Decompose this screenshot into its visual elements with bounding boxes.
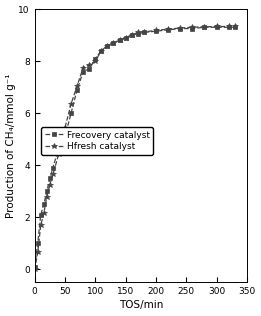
- Frecovery catalyst: [118, 39, 121, 42]
- Hfresh catalyst: [48, 183, 51, 187]
- Hfresh catalyst: [130, 33, 133, 37]
- Hfresh catalyst: [88, 63, 91, 67]
- Frecovery catalyst: [112, 41, 115, 45]
- Frecovery catalyst: [179, 27, 182, 30]
- Line: Frecovery catalyst: Frecovery catalyst: [33, 25, 237, 269]
- Hfresh catalyst: [57, 152, 61, 155]
- Hfresh catalyst: [63, 126, 67, 130]
- Frecovery catalyst: [215, 25, 218, 29]
- Hfresh catalyst: [33, 268, 36, 271]
- Hfresh catalyst: [112, 41, 115, 45]
- Hfresh catalyst: [36, 251, 39, 254]
- Hfresh catalyst: [82, 66, 85, 70]
- Hfresh catalyst: [51, 173, 55, 176]
- Line: Hfresh catalyst: Hfresh catalyst: [32, 24, 238, 272]
- Hfresh catalyst: [142, 30, 145, 34]
- Hfresh catalyst: [191, 25, 194, 29]
- Frecovery catalyst: [51, 166, 55, 170]
- Frecovery catalyst: [57, 145, 61, 149]
- Hfresh catalyst: [94, 59, 97, 63]
- Frecovery catalyst: [69, 111, 73, 115]
- Frecovery catalyst: [154, 29, 157, 33]
- Hfresh catalyst: [227, 25, 230, 28]
- Frecovery catalyst: [167, 28, 170, 32]
- Frecovery catalyst: [100, 49, 103, 52]
- Frecovery catalyst: [82, 70, 85, 73]
- Frecovery catalyst: [48, 176, 51, 180]
- Frecovery catalyst: [33, 265, 36, 269]
- Frecovery catalyst: [36, 241, 39, 245]
- Hfresh catalyst: [124, 36, 127, 40]
- Frecovery catalyst: [39, 213, 42, 217]
- Hfresh catalyst: [118, 39, 121, 42]
- Frecovery catalyst: [130, 33, 133, 37]
- Frecovery catalyst: [233, 25, 236, 29]
- Hfresh catalyst: [179, 26, 182, 30]
- Frecovery catalyst: [106, 44, 109, 47]
- Frecovery catalyst: [191, 27, 194, 30]
- Hfresh catalyst: [100, 49, 103, 52]
- Hfresh catalyst: [39, 223, 42, 227]
- Frecovery catalyst: [142, 31, 145, 34]
- Frecovery catalyst: [94, 57, 97, 60]
- Hfresh catalyst: [167, 27, 170, 31]
- Hfresh catalyst: [45, 195, 48, 198]
- Frecovery catalyst: [88, 67, 91, 71]
- Hfresh catalyst: [136, 31, 139, 34]
- Hfresh catalyst: [233, 25, 236, 28]
- Frecovery catalyst: [136, 32, 139, 36]
- Hfresh catalyst: [42, 211, 45, 215]
- Hfresh catalyst: [75, 84, 79, 88]
- Frecovery catalyst: [75, 88, 79, 92]
- X-axis label: TOS/min: TOS/min: [118, 301, 163, 310]
- Hfresh catalyst: [69, 102, 73, 106]
- Frecovery catalyst: [124, 36, 127, 40]
- Frecovery catalyst: [63, 135, 67, 138]
- Hfresh catalyst: [154, 28, 157, 32]
- Hfresh catalyst: [203, 25, 206, 29]
- Hfresh catalyst: [106, 44, 109, 47]
- Frecovery catalyst: [42, 203, 45, 206]
- Frecovery catalyst: [45, 189, 48, 193]
- Frecovery catalyst: [203, 25, 206, 29]
- Frecovery catalyst: [227, 25, 230, 29]
- Hfresh catalyst: [215, 25, 218, 28]
- Legend: Frecovery catalyst, Hfresh catalyst: Frecovery catalyst, Hfresh catalyst: [41, 127, 153, 155]
- Y-axis label: Production of CH₄/mmol g⁻¹: Production of CH₄/mmol g⁻¹: [5, 74, 16, 218]
